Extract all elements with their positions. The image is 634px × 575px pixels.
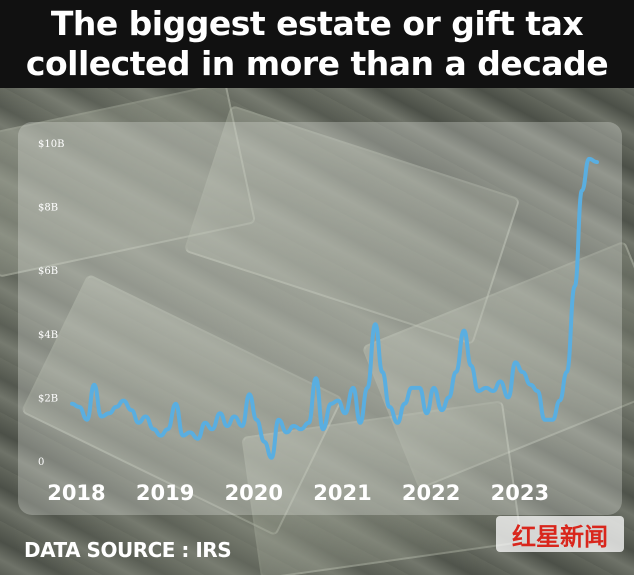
data-point	[580, 189, 584, 193]
y-axis-ticks: 0 $2B $4B $6B $8B $10B	[38, 139, 64, 468]
data-point	[551, 418, 555, 422]
data-point	[506, 395, 510, 399]
data-point	[181, 434, 185, 438]
data-point	[536, 389, 540, 393]
data-point	[565, 370, 569, 374]
y-tick-label: $6B	[38, 266, 58, 277]
data-point	[365, 386, 369, 390]
data-point	[336, 399, 340, 403]
data-point	[440, 408, 444, 412]
data-point	[498, 380, 502, 384]
data-point	[70, 402, 74, 406]
y-tick-label: $10B	[38, 139, 64, 150]
data-point	[513, 360, 517, 364]
data-point	[373, 322, 377, 326]
watermark-logo: 红星新闻	[496, 516, 624, 552]
data-point	[558, 399, 562, 403]
data-point	[425, 411, 429, 415]
data-point	[159, 434, 163, 438]
data-point	[277, 418, 281, 422]
y-tick-label: 0	[38, 457, 44, 468]
data-point	[314, 376, 318, 380]
data-point	[77, 405, 81, 409]
data-point	[129, 408, 133, 412]
data-point	[270, 456, 274, 460]
data-point	[543, 418, 547, 422]
data-point	[285, 430, 289, 434]
data-point	[166, 427, 170, 431]
data-point	[240, 424, 244, 428]
data-point	[247, 392, 251, 396]
x-tick-label: 2020	[225, 481, 283, 505]
data-point	[595, 160, 599, 164]
data-point	[351, 386, 355, 390]
y-tick-label: $4B	[38, 330, 58, 341]
data-point	[410, 386, 414, 390]
data-point	[447, 395, 451, 399]
x-tick-label: 2022	[402, 481, 460, 505]
data-point	[114, 405, 118, 409]
x-tick-label: 2023	[491, 481, 549, 505]
data-point	[85, 418, 89, 422]
x-tick-label: 2019	[136, 481, 194, 505]
chart-title-line-1: The biggest estate or gift tax	[50, 4, 584, 43]
data-point	[232, 415, 236, 419]
data-point	[262, 440, 266, 444]
data-point	[218, 411, 222, 415]
data-point	[299, 427, 303, 431]
data-point	[225, 424, 229, 428]
x-tick-label: 2021	[313, 481, 371, 505]
chart-panel	[18, 122, 622, 515]
data-point	[121, 399, 125, 403]
data-point	[432, 386, 436, 390]
data-point	[573, 284, 577, 288]
data-point	[92, 383, 96, 387]
y-tick-label: $8B	[38, 203, 58, 214]
x-axis-ticks: 2018 2019 2020 2021 2022 2023	[47, 481, 549, 505]
data-point	[380, 370, 384, 374]
x-tick-label: 2018	[47, 481, 105, 505]
series-line	[70, 156, 599, 460]
data-point	[292, 424, 296, 428]
data-point	[203, 421, 207, 425]
data-point	[137, 421, 141, 425]
data-point	[343, 411, 347, 415]
data-point	[329, 402, 333, 406]
data-point	[99, 415, 103, 419]
data-point	[255, 418, 259, 422]
data-point	[521, 370, 525, 374]
data-point	[210, 427, 214, 431]
data-point	[476, 389, 480, 393]
background-money-photo	[0, 88, 634, 575]
data-point	[491, 389, 495, 393]
data-point	[174, 402, 178, 406]
data-source-label: DATA SOURCE : IRS	[24, 538, 232, 562]
data-point	[388, 405, 392, 409]
series-group	[70, 156, 599, 460]
data-point	[484, 386, 488, 390]
data-point	[196, 437, 200, 441]
data-point	[321, 427, 325, 431]
data-point	[469, 364, 473, 368]
y-tick-label: $2B	[38, 393, 58, 404]
data-point	[152, 427, 156, 431]
data-point	[403, 402, 407, 406]
data-point	[454, 370, 458, 374]
data-point	[529, 383, 533, 387]
data-point	[462, 329, 466, 333]
data-point	[396, 421, 400, 425]
title-band: The biggest estate or gift tax collected…	[0, 0, 634, 88]
data-point	[307, 421, 311, 425]
data-point	[418, 386, 422, 390]
data-point	[107, 411, 111, 415]
data-point	[144, 415, 148, 419]
data-point	[587, 157, 591, 161]
chart-title-line-2: collected in more than a decade	[25, 44, 609, 83]
data-point	[188, 430, 192, 434]
data-point	[358, 421, 362, 425]
